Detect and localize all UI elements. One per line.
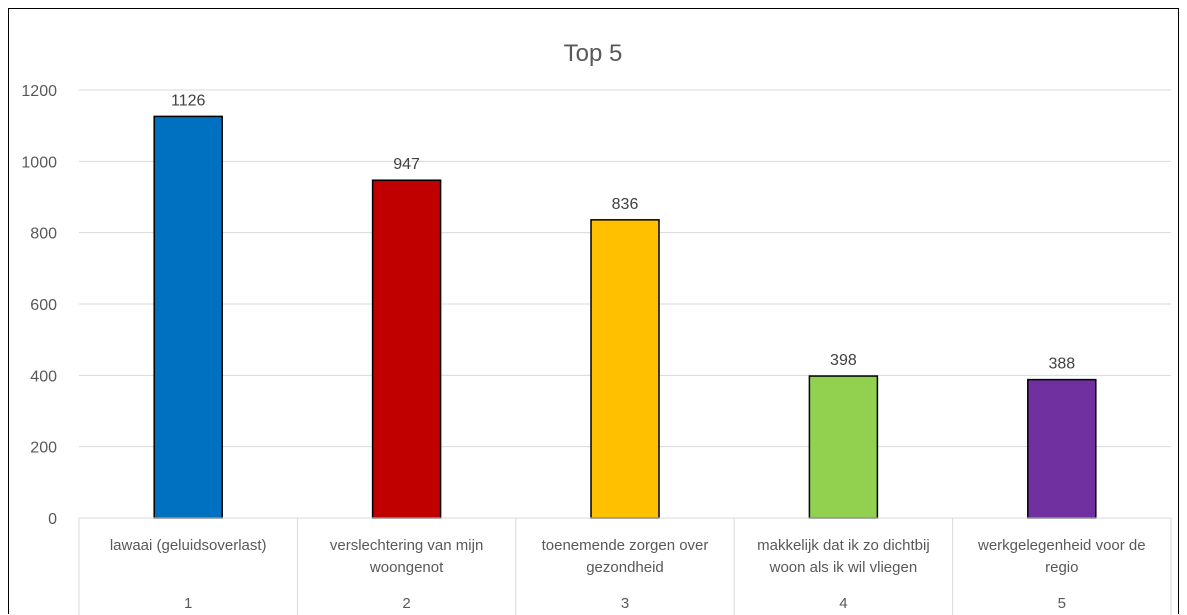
bar — [1027, 378, 1097, 519]
category-number: 1 — [184, 595, 192, 612]
data-label: 947 — [393, 156, 420, 173]
data-label: 388 — [1048, 356, 1075, 373]
y-tick-label: 1200 — [21, 83, 57, 100]
bar — [153, 115, 223, 519]
y-tick-label: 0 — [48, 511, 57, 528]
category-number: 2 — [402, 595, 410, 612]
y-tick-label: 800 — [30, 226, 57, 243]
bars — [153, 115, 1097, 519]
category-number: 4 — [839, 595, 847, 612]
category-number: 3 — [621, 595, 629, 612]
category-label: lawaai (geluidsoverlast) — [110, 537, 267, 554]
category-label: makkelijk dat ik zo dichtbij — [757, 537, 930, 554]
data-labels: 1126 947 836 398 388 — [171, 92, 1075, 372]
chart-title: Top 5 — [564, 40, 623, 67]
category-label: woongenot — [369, 559, 444, 576]
y-tick-label: 1000 — [21, 154, 57, 171]
y-tick-label: 200 — [30, 440, 57, 457]
bar-chart: Top 5 0 200 400 600 800 1000 1200 1126 947 836 39… — [21, 40, 1172, 615]
category-number: 5 — [1058, 595, 1066, 612]
category-label: werkgelegenheid voor de — [977, 537, 1146, 554]
bar — [808, 375, 879, 519]
data-label: 1126 — [171, 92, 206, 109]
category-table: lawaai (geluidsoverlast) 1 verslechtering … — [78, 517, 1172, 615]
chart-frame: Top 5 0 200 400 600 800 1000 1200 1126 947 836 39… — [8, 8, 1179, 615]
category-label: regio — [1045, 559, 1078, 576]
category-label: verslechtering van mijn — [330, 537, 483, 554]
category-label: toenemende zorgen over — [542, 537, 709, 554]
y-axis-ticks: 0 200 400 600 800 1000 1200 — [21, 83, 57, 528]
category-label: woon als ik wil vliegen — [769, 559, 918, 576]
data-label: 398 — [830, 352, 857, 369]
data-label: 836 — [612, 196, 639, 213]
category-label: gezondheid — [586, 559, 664, 576]
y-tick-label: 600 — [30, 297, 57, 314]
y-tick-label: 400 — [30, 368, 57, 385]
bar — [590, 219, 660, 519]
bar — [371, 179, 442, 519]
